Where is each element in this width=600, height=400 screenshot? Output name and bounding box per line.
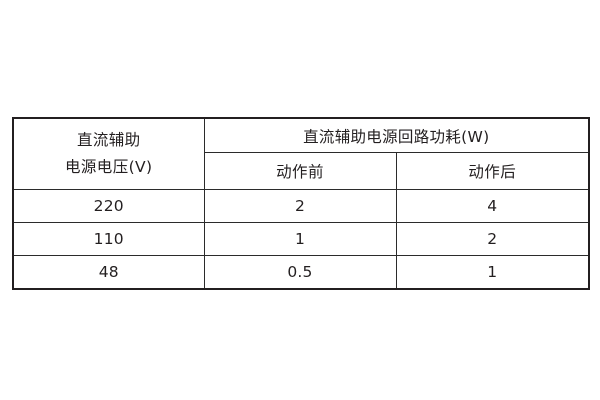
table-row: 110 1 2 xyxy=(12,222,590,256)
cell-voltage: 110 xyxy=(12,222,205,256)
cell-voltage: 48 xyxy=(12,255,205,290)
dc-auxiliary-power-consumption-table: 直流辅助 电源电压(V) 直流辅助电源回路功耗(W) 动作前 动作后 220 2… xyxy=(12,117,591,290)
cell-after: 1 xyxy=(395,255,590,290)
header-cell-voltage: 直流辅助 电源电压(V) xyxy=(12,117,205,190)
table-body: 220 2 4 110 1 2 48 0.5 1 xyxy=(12,189,590,290)
cell-before: 2 xyxy=(203,189,397,223)
header-voltage-line2: 电源电压(V) xyxy=(65,158,153,176)
spec-table-container: 直流辅助 电源电压(V) 直流辅助电源回路功耗(W) 动作前 动作后 220 2… xyxy=(12,117,591,290)
cell-before: 1 xyxy=(203,222,397,256)
table-row: 48 0.5 1 xyxy=(12,255,590,290)
cell-voltage: 220 xyxy=(12,189,205,223)
cell-before: 0.5 xyxy=(203,255,397,290)
cell-after: 4 xyxy=(395,189,590,223)
table-header-row-primary: 直流辅助 电源电压(V) 直流辅助电源回路功耗(W) xyxy=(12,117,590,190)
table-row: 220 2 4 xyxy=(12,189,590,223)
table-header: 直流辅助 电源电压(V) 直流辅助电源回路功耗(W) 动作前 动作后 xyxy=(12,117,590,190)
cell-after: 2 xyxy=(395,222,590,256)
header-cell-before-operation: 动作前 xyxy=(203,152,397,190)
table-header-row-secondary: 动作前 动作后 xyxy=(13,152,590,190)
header-cell-after-operation: 动作后 xyxy=(395,152,590,190)
header-voltage-line1: 直流辅助 xyxy=(76,131,141,150)
header-cell-power-consumption-span: 直流辅助电源回路功耗(W) xyxy=(203,117,590,153)
